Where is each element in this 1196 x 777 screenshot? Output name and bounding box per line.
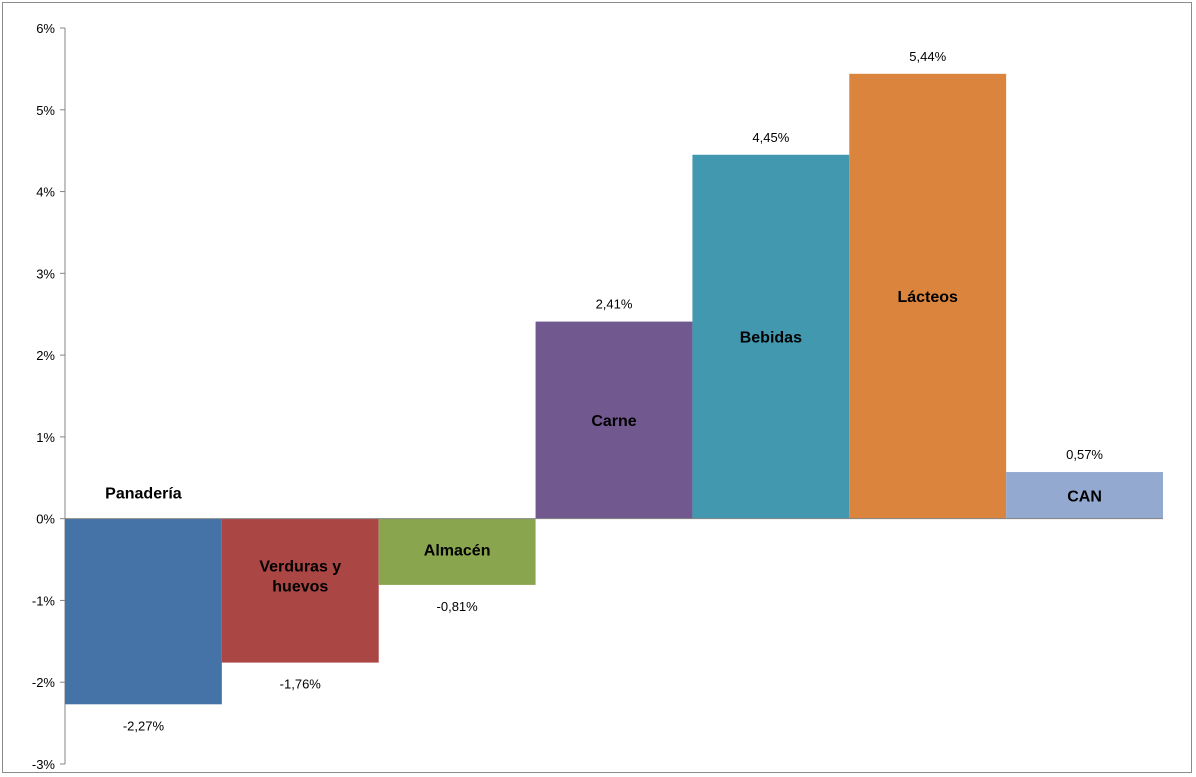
y-tick-label: 3%	[36, 266, 55, 281]
category-label: CAN	[1067, 488, 1102, 505]
y-tick-label: 5%	[36, 103, 55, 118]
bar[interactable]	[1006, 472, 1163, 519]
y-tick-label: 2%	[36, 348, 55, 363]
category-label: Bebidas	[740, 330, 802, 347]
data-label: 0,57%	[1066, 447, 1103, 462]
data-label: -2,27%	[123, 718, 165, 733]
y-tick-label: -1%	[32, 593, 56, 608]
bar[interactable]	[692, 154, 850, 519]
bar[interactable]	[65, 518, 222, 705]
y-tick-label: 1%	[36, 430, 55, 445]
y-tick-label: 0%	[36, 512, 55, 527]
category-label: Panadería	[105, 486, 182, 503]
y-tick-label: 4%	[36, 185, 55, 200]
bar[interactable]	[535, 321, 693, 519]
bar[interactable]	[378, 518, 536, 585]
bar[interactable]	[849, 73, 1007, 519]
data-label: -1,76%	[280, 677, 322, 692]
category-label: Almacén	[424, 543, 491, 560]
y-tick-label: -2%	[32, 675, 56, 690]
y-tick-label: 6%	[36, 21, 55, 36]
data-label: 5,44%	[909, 49, 946, 64]
data-label: 4,45%	[752, 130, 789, 145]
y-tick-label: -3%	[32, 757, 56, 772]
data-label: -0,81%	[437, 599, 479, 614]
category-label: Verduras y	[259, 559, 341, 576]
category-label: Lácteos	[897, 289, 958, 306]
data-label: 2,41%	[596, 297, 633, 312]
category-label: huevos	[272, 579, 328, 596]
bar-chart: -3% -2% -1% 0% 1% 2% 3% 4% 5% 6% -2,27% -1,76% -0,81…	[32, 21, 1163, 772]
category-label: Carne	[591, 413, 636, 430]
bar[interactable]	[221, 518, 379, 663]
